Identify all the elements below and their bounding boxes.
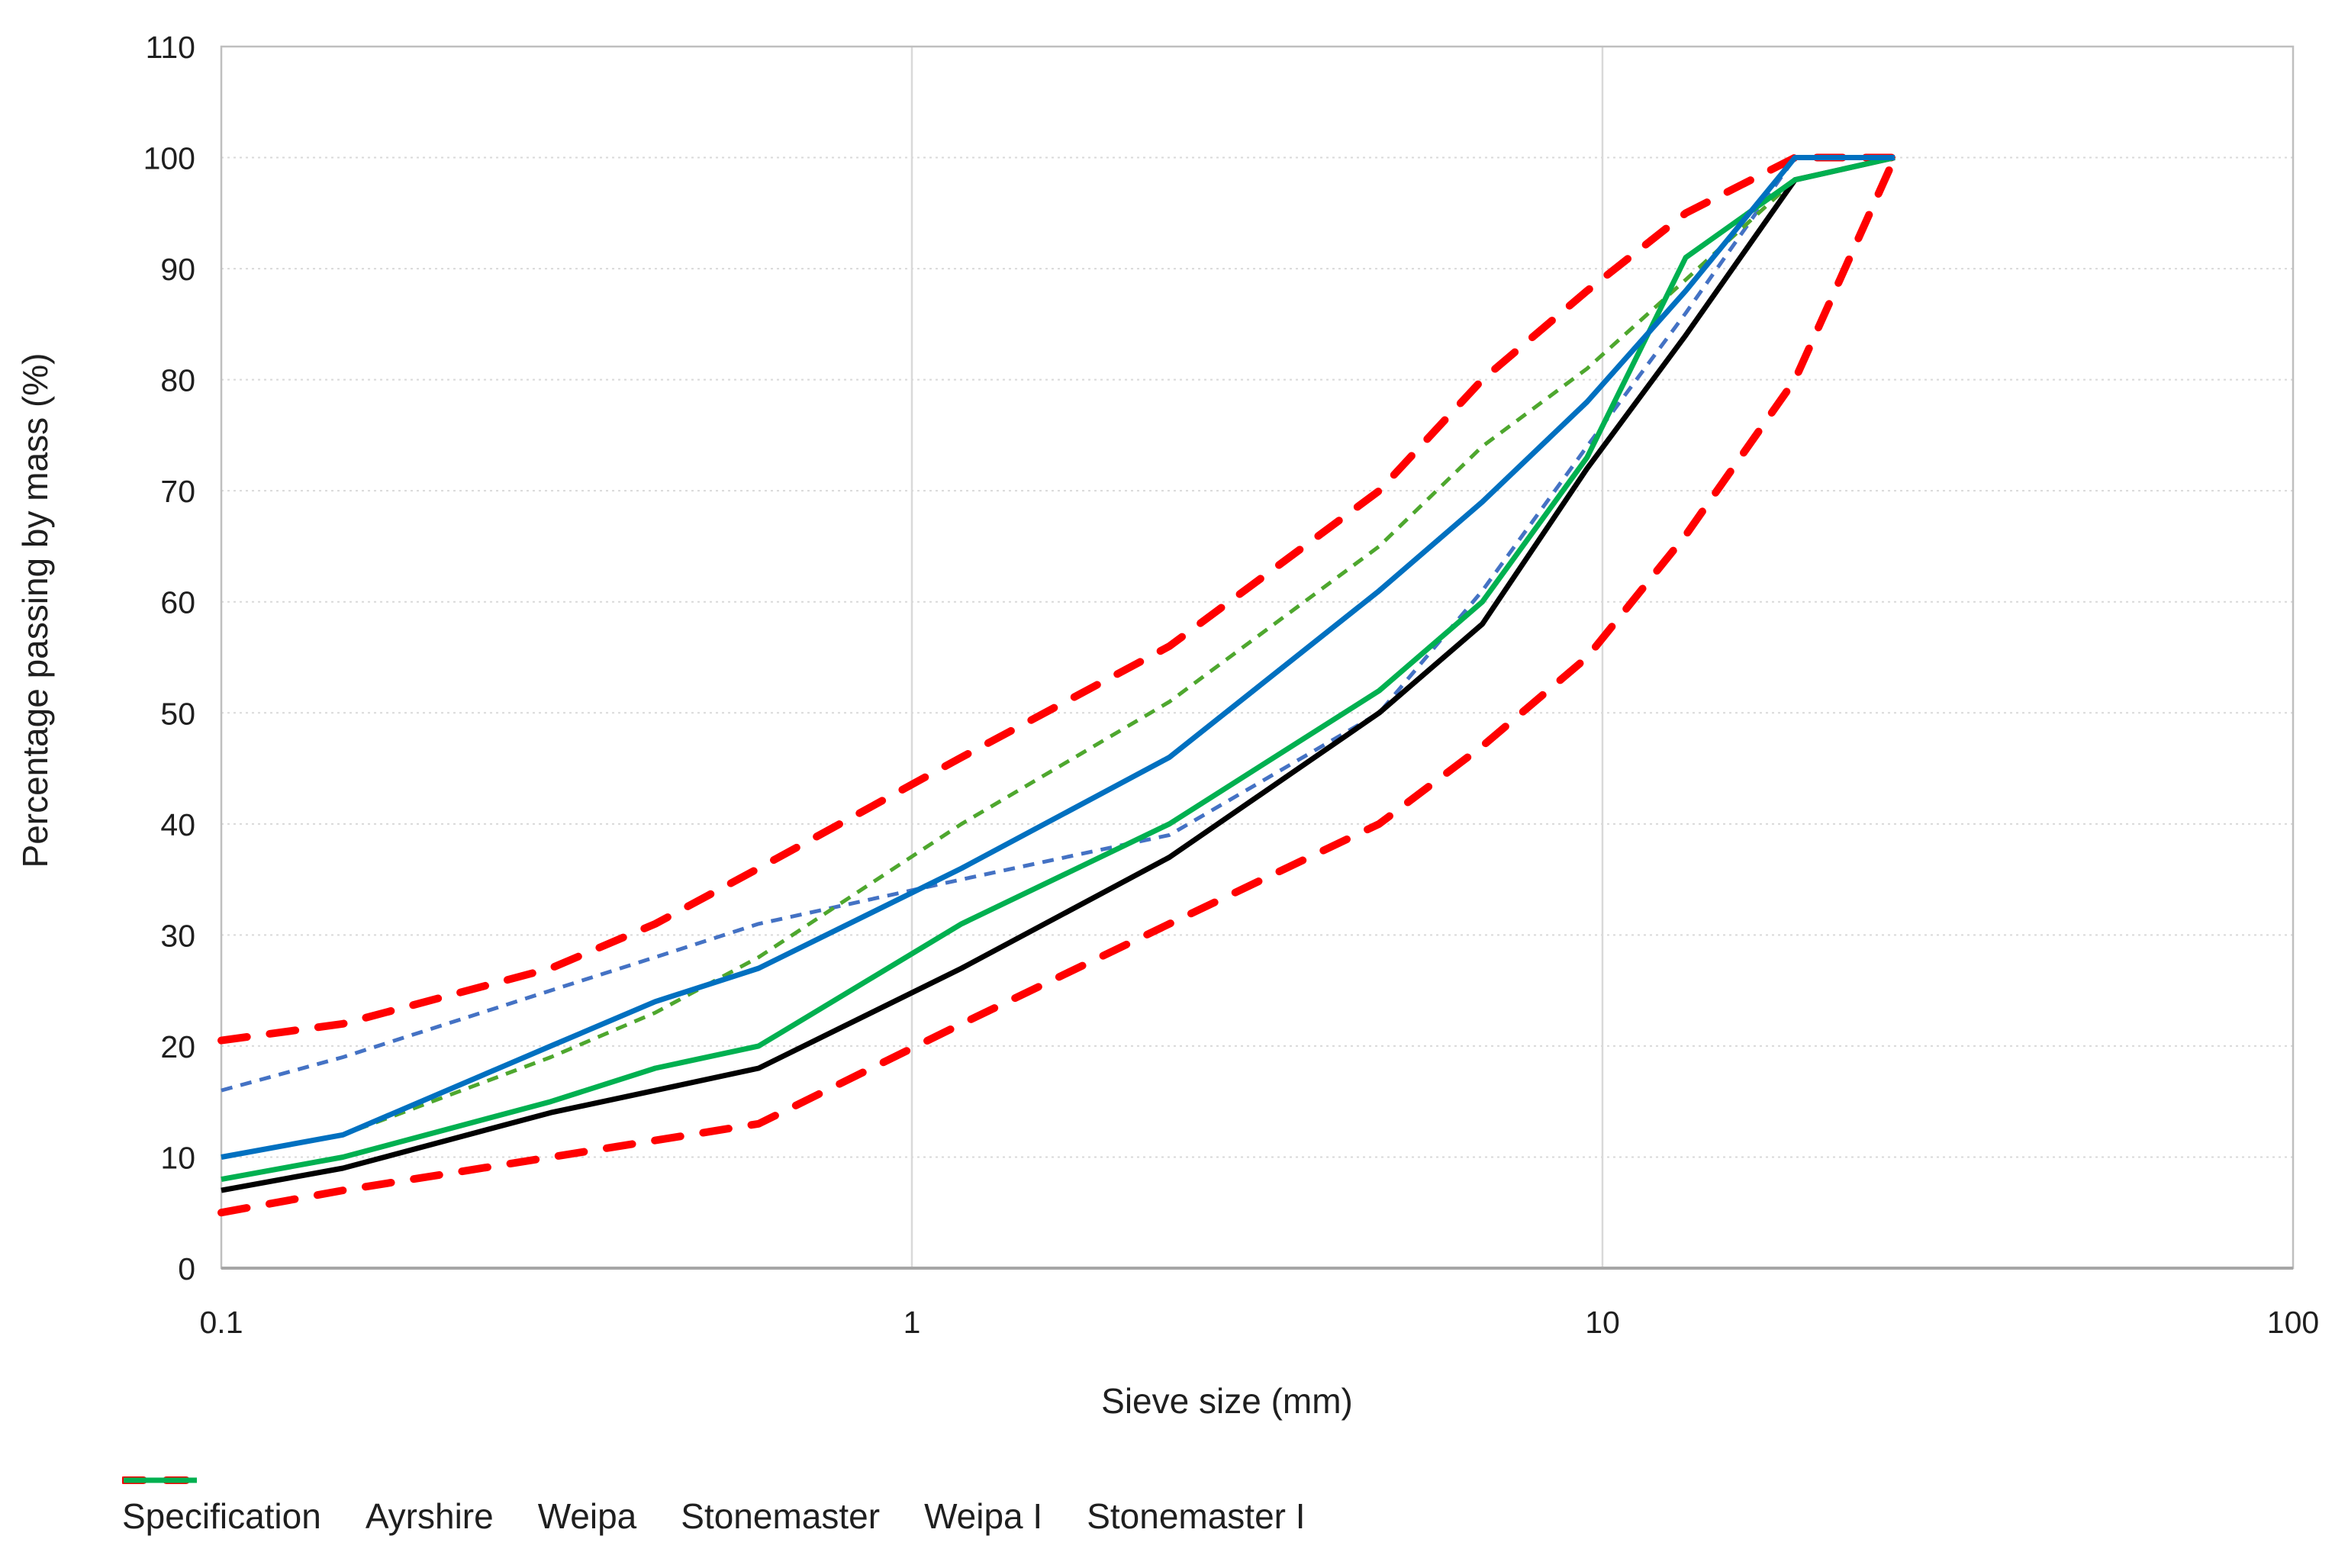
x-axis-title: Sieve size (mm) [1101, 1381, 1353, 1421]
plot-border [220, 45, 2295, 1270]
y-tick-label-70: 70 [160, 474, 195, 509]
legend-label: Specification [122, 1496, 321, 1536]
y-tick-label-50: 50 [160, 696, 195, 731]
y-axis-title: Percentage passing by mass (%) [15, 353, 55, 868]
series-lines [217, 153, 1899, 1217]
series-line-spec_upper [217, 153, 1899, 1045]
y-tick-label-90: 90 [160, 252, 195, 287]
x-tick-label-0.1: 0.1 [200, 1305, 243, 1340]
y-tick-label-60: 60 [160, 585, 195, 620]
y-tick-label-30: 30 [160, 918, 195, 953]
legend-label: Stonemaster I [1087, 1496, 1306, 1536]
series-line-ayrshire [221, 155, 1895, 1193]
legend-label: Weipa I [924, 1496, 1043, 1536]
y-tick-label-0: 0 [178, 1251, 195, 1286]
legend-item-stonemaster: Stonemaster [124, 1478, 881, 1537]
x-tick-label-10: 10 [1585, 1305, 1620, 1340]
y-tick-label-110: 110 [146, 30, 195, 65]
legend-label: Ayrshire [365, 1496, 494, 1536]
legend-item-specification: Specification [122, 1476, 321, 1537]
gridlines [220, 45, 2295, 1270]
legend-item-stonemaster-i: Stonemaster I [124, 1477, 1306, 1537]
x-tick-label-100: 100 [2267, 1305, 2319, 1340]
chart-legend: Specification Ayrshire Weipa Stonemaster Wei… [122, 1474, 2297, 1558]
legend-swatch-solid [124, 1477, 197, 1483]
y-tick-label-40: 40 [160, 807, 195, 842]
series-line-weipa [221, 156, 1895, 1093]
y-tick-label-20: 20 [160, 1029, 195, 1064]
legend-label: Weipa [537, 1496, 637, 1536]
series-line-weipa_i [221, 155, 1895, 1160]
legend-label: Stonemaster [681, 1496, 881, 1536]
y-tick-label-100: 100 [143, 141, 195, 176]
y-tick-label-80: 80 [160, 363, 195, 398]
series-line-stonemaster_i [221, 155, 1895, 1183]
y-tick-label-10: 10 [160, 1140, 195, 1175]
legend-item-weipa-i: Weipa I [124, 1477, 1043, 1537]
legend-item-ayrshire: Ayrshire [124, 1477, 494, 1537]
x-tick-label-1: 1 [903, 1305, 921, 1340]
series-line-spec_lower [217, 153, 1899, 1217]
legend-item-weipa: Weipa [124, 1478, 637, 1537]
series-line-stonemaster [221, 156, 1895, 1159]
